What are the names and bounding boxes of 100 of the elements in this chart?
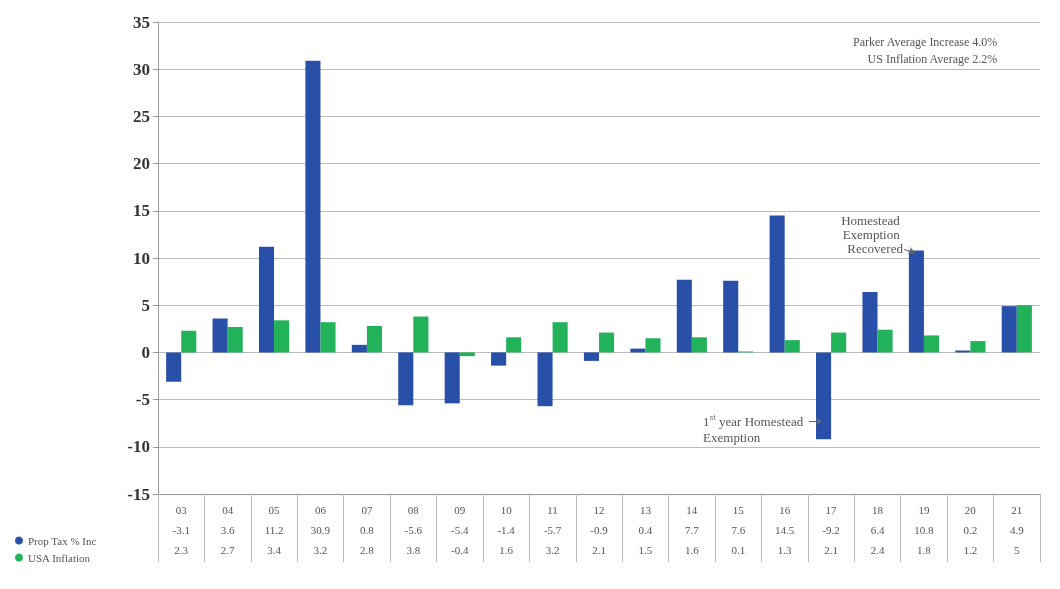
x-tick-label: 09 xyxy=(454,504,466,516)
data-label: 11.2 xyxy=(264,524,284,536)
y-tick-label: -15 xyxy=(127,484,150,504)
bar xyxy=(537,352,553,407)
data-label: 1.6 xyxy=(499,544,514,556)
bar xyxy=(351,344,367,353)
data-label: -1.4 xyxy=(497,524,516,536)
data-label: -5.4 xyxy=(451,524,469,536)
data-label: 0.2 xyxy=(963,524,978,536)
bar xyxy=(1016,305,1032,353)
x-tick-label: 19 xyxy=(918,504,930,516)
data-label: 6.4 xyxy=(870,524,885,536)
bar xyxy=(816,352,832,440)
x-tick-label: 15 xyxy=(732,504,745,516)
data-label: 0.4 xyxy=(638,524,653,536)
bar xyxy=(491,352,507,366)
data-label: 3.2 xyxy=(313,544,328,556)
bar xyxy=(258,246,275,353)
data-label: 1.6 xyxy=(684,544,700,556)
bar xyxy=(784,340,800,353)
bar xyxy=(1001,306,1017,353)
bar xyxy=(923,335,940,353)
bar xyxy=(212,318,228,353)
y-tick-label: 15 xyxy=(133,201,150,221)
legend-label: USA Inflation xyxy=(28,551,91,564)
y-tick-label: 10 xyxy=(133,248,150,268)
y-tick-label: -10 xyxy=(127,437,150,457)
x-tick-label: 16 xyxy=(779,504,791,516)
bar xyxy=(398,352,414,406)
x-tick-label: 18 xyxy=(872,504,884,516)
bar xyxy=(366,325,382,353)
data-label: -5.6 xyxy=(404,524,423,536)
data-label: 0.8 xyxy=(360,524,375,536)
data-label: 1.8 xyxy=(917,544,932,556)
data-label: -5.7 xyxy=(543,524,562,536)
bar xyxy=(459,352,475,357)
data-label: -9.2 xyxy=(822,524,840,536)
bar xyxy=(583,352,599,361)
x-tick-label: 04 xyxy=(222,504,234,516)
data-label: 10.8 xyxy=(914,524,935,536)
data-label: 30.9 xyxy=(310,524,331,536)
x-tick-label: 11 xyxy=(547,504,558,516)
y-tick-label: 35 xyxy=(133,12,150,32)
bar xyxy=(320,322,336,353)
annotation: US Inflation Average 2.2% xyxy=(867,52,998,66)
bar xyxy=(413,316,429,353)
x-tick-label: 10 xyxy=(500,504,513,516)
bar xyxy=(676,279,692,353)
x-tick-label: 03 xyxy=(175,504,188,516)
bar xyxy=(305,60,321,353)
data-label: 7.7 xyxy=(684,524,700,536)
y-tick-label: 0 xyxy=(141,342,150,362)
y-tick-label: 30 xyxy=(133,59,150,79)
data-label: 1.5 xyxy=(638,544,653,556)
data-label: 14.5 xyxy=(775,524,795,536)
x-tick-label: 07 xyxy=(361,504,373,516)
x-tick-label: 13 xyxy=(639,504,652,516)
data-label: 3.2 xyxy=(545,544,560,556)
annotation: Homestead Exemption Recovered xyxy=(841,213,904,257)
bar xyxy=(862,291,878,353)
y-tick-label: -5 xyxy=(135,390,150,410)
bar xyxy=(227,326,243,353)
x-tick-label: 17 xyxy=(825,504,838,516)
bar xyxy=(645,338,661,353)
bar xyxy=(877,329,893,353)
bar xyxy=(552,322,568,353)
data-label: 5 xyxy=(1014,544,1021,556)
data-label: 1.3 xyxy=(777,544,793,556)
data-label: 2.8 xyxy=(360,544,375,556)
data-label: 1.2 xyxy=(963,544,978,556)
x-tick-label: 14 xyxy=(686,504,698,516)
data-label: 2.1 xyxy=(592,544,606,556)
data-label: 7.6 xyxy=(731,524,746,536)
legend-label: Prop Tax % Inc xyxy=(28,534,97,547)
annotation: Parker Average Increase 4.0% xyxy=(852,35,998,49)
data-label: -0.9 xyxy=(590,524,609,536)
bar xyxy=(166,352,182,382)
bar xyxy=(691,337,707,353)
data-label: 2.7 xyxy=(220,544,236,556)
x-tick-label: 05 xyxy=(268,504,281,516)
x-tick-label: 08 xyxy=(407,504,420,516)
bar xyxy=(444,352,460,404)
y-tick-label: 25 xyxy=(133,106,150,126)
bar xyxy=(599,332,615,353)
y-tick-label: 5 xyxy=(141,295,150,315)
y-tick-label: 20 xyxy=(133,154,150,174)
data-label: 2.3 xyxy=(174,544,189,556)
bar xyxy=(723,280,739,353)
bar xyxy=(970,341,986,353)
bar xyxy=(769,215,785,353)
data-label: 0.1 xyxy=(731,544,746,556)
data-label: 2.1 xyxy=(824,544,838,556)
bar xyxy=(274,320,290,353)
data-label: 3.4 xyxy=(267,544,282,556)
data-label: 2.4 xyxy=(870,544,885,556)
data-label: -0.4 xyxy=(451,544,469,556)
data-label: 3.8 xyxy=(406,544,421,556)
data-label: 4.9 xyxy=(1009,524,1025,536)
bar xyxy=(181,330,197,353)
x-tick-label: 06 xyxy=(314,504,327,516)
